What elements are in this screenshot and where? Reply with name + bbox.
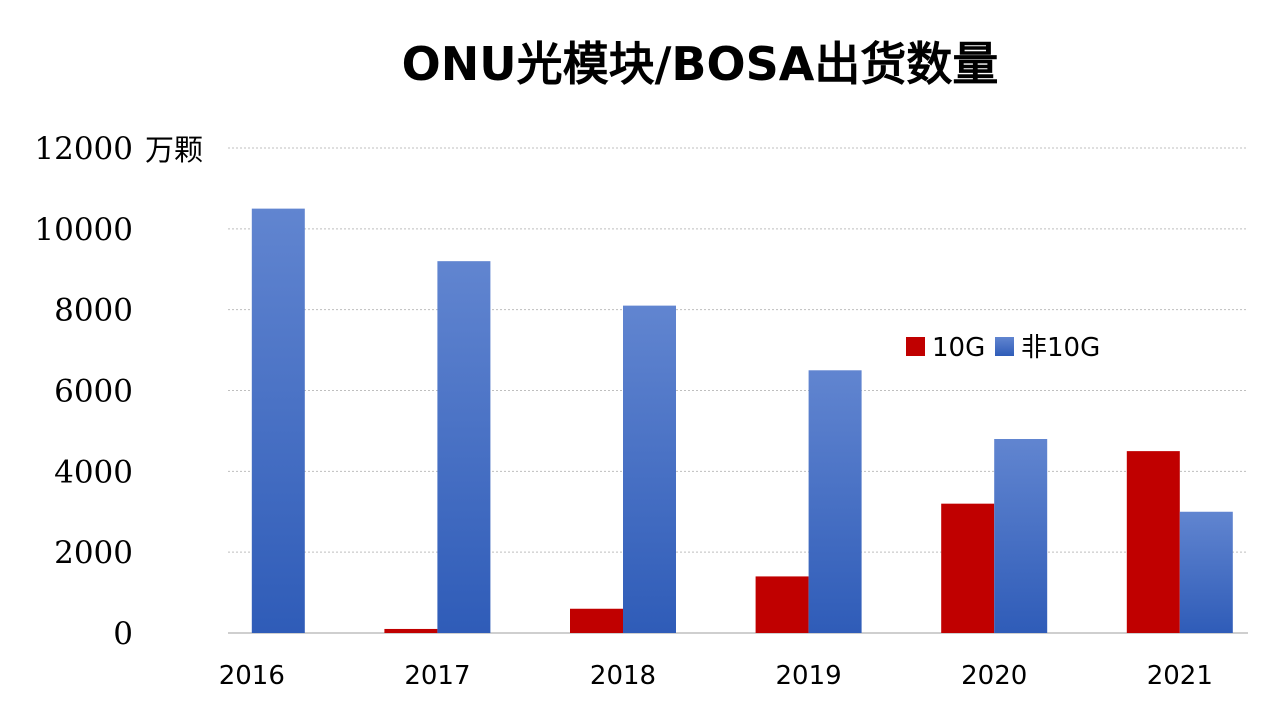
legend-label-10g: 10G [932, 333, 985, 363]
gridlines [228, 147, 1248, 634]
bar-non-10g-2016 [251, 208, 305, 633]
bar-10g-2017 [384, 628, 438, 633]
y-tick-label: 8000 [54, 293, 133, 329]
x-tick-label: 2018 [590, 661, 656, 691]
bars [251, 208, 1233, 633]
bar-non-10g-2020 [994, 439, 1048, 633]
bar-non-10g-2021 [1179, 511, 1233, 633]
chart-title: ONU光模块/BOSA出货数量 [401, 37, 999, 91]
bar-non-10g-2017 [437, 261, 491, 633]
y-tick-label: 6000 [54, 374, 133, 410]
legend: 10G 非10G [906, 333, 1100, 363]
x-tick-label: 2016 [219, 661, 285, 691]
y-tick-label: 12000 [34, 131, 133, 167]
y-axis-unit-label: 万颗 [145, 133, 203, 167]
y-tick-label: 0 [113, 616, 133, 652]
y-tick-label: 2000 [54, 535, 133, 571]
y-axis-ticks: 0 2000 4000 6000 8000 10000 12000 [34, 131, 133, 652]
bar-10g-2019 [755, 576, 809, 633]
legend-swatch-10g [906, 337, 925, 356]
bar-10g-2018 [570, 608, 623, 633]
legend-label-non-10g: 非10G [1021, 333, 1100, 363]
x-axis-ticks: 2016 2017 2018 2019 2020 2021 [219, 661, 1213, 691]
x-tick-label: 2020 [961, 661, 1027, 691]
x-tick-label: 2021 [1147, 661, 1213, 691]
y-tick-label: 10000 [34, 212, 133, 248]
y-tick-label: 4000 [54, 454, 133, 490]
bar-non-10g-2018 [623, 305, 676, 633]
bar-non-10g-2019 [808, 370, 862, 633]
x-tick-label: 2017 [404, 661, 470, 691]
bar-10g-2020 [941, 503, 995, 633]
legend-swatch-non-10g [995, 337, 1014, 356]
bar-10g-2021 [1126, 451, 1180, 633]
x-tick-label: 2019 [776, 661, 842, 691]
